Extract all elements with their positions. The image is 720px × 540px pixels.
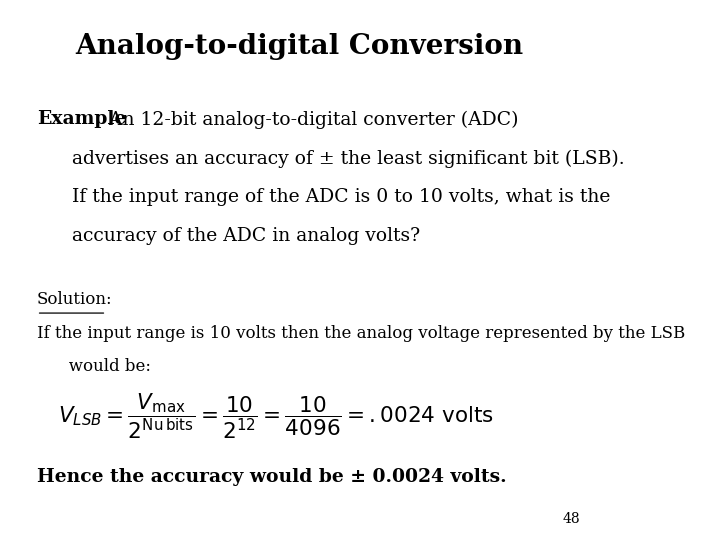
Text: $V_{LSB} = \dfrac{V_{\mathrm{max}}}{2^{\mathrm{Nu\,bits}}} = \dfrac{10}{2^{12}} : $V_{LSB} = \dfrac{V_{\mathrm{max}}}{2^{\… — [58, 391, 494, 441]
Text: Hence the accuracy would be ± 0.0024 volts.: Hence the accuracy would be ± 0.0024 vol… — [37, 468, 506, 486]
Text: accuracy of the ADC in analog volts?: accuracy of the ADC in analog volts? — [72, 227, 420, 245]
Text: If the input range of the ADC is 0 to 10 volts, what is the: If the input range of the ADC is 0 to 10… — [72, 188, 611, 206]
Text: An 12-bit analog-to-digital converter (ADC): An 12-bit analog-to-digital converter (A… — [104, 111, 519, 129]
Text: If the input range is 10 volts then the analog voltage represented by the LSB: If the input range is 10 volts then the … — [37, 325, 685, 342]
Text: would be:: would be: — [53, 358, 151, 375]
Text: advertises an accuracy of ± the least significant bit (LSB).: advertises an accuracy of ± the least si… — [72, 150, 625, 167]
Text: Analog-to-digital Conversion: Analog-to-digital Conversion — [76, 33, 523, 60]
Text: Example: Example — [37, 111, 126, 129]
Text: Solution:: Solution: — [37, 291, 112, 308]
Text: 48: 48 — [562, 512, 580, 526]
